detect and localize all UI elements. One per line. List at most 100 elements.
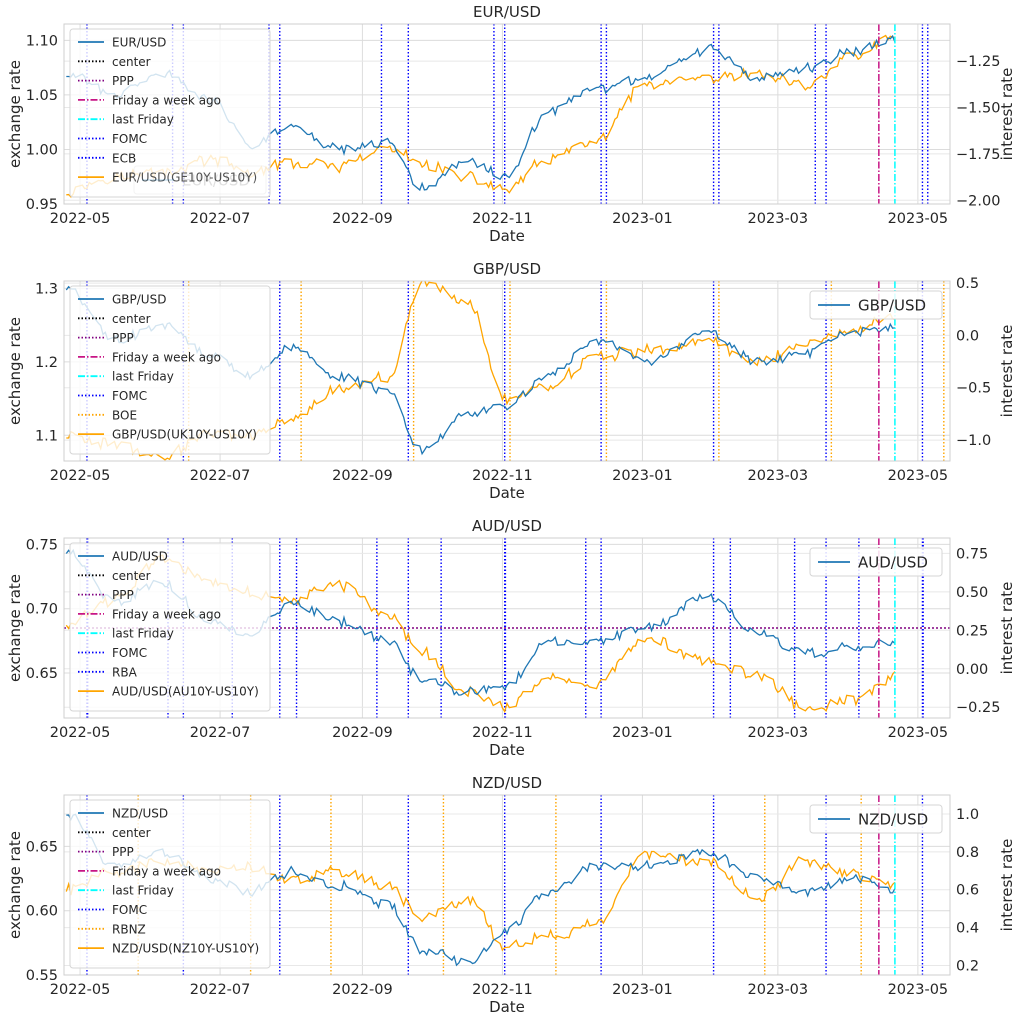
x-tick-label: 2022-05 [50, 982, 111, 998]
x-tick-label: 2022-09 [332, 725, 393, 741]
x-tick-label: 2022-07 [190, 982, 251, 998]
axes-frame [63, 280, 951, 462]
legend-secondary: EUR/USD [133, 165, 267, 195]
panel-title: EUR/USD [473, 3, 541, 21]
legend: NZD/USD center PPP Friday a week ago last Fr… [69, 799, 271, 969]
x-tick-label: 2023-03 [748, 725, 809, 741]
y2-tick-label: 0.5 [956, 276, 979, 292]
x-axis-label: Date [489, 227, 525, 245]
y2-tick-label: 0.4 [956, 921, 979, 937]
legend: EUR/USD center PPP Friday a week ago last Fr… [69, 28, 271, 198]
x-tick-label: 2023-05 [888, 468, 949, 484]
legend-secondary: GBP/USD [809, 290, 943, 320]
x-tick-label: 2022-09 [332, 468, 393, 484]
x-tick-label: 2023-03 [748, 468, 809, 484]
x-tick-label: 2023-01 [612, 211, 673, 227]
x-tick-label: 2023-05 [888, 982, 949, 998]
y2-tick-label: −1.0 [956, 433, 991, 449]
y2-axis-label: interest rate [998, 582, 1016, 675]
legend-entry: PPP [112, 74, 134, 88]
legend-box [69, 542, 271, 712]
y-tick-label: 1.10 [26, 33, 58, 49]
legend-entry: Friday a week ago [112, 607, 221, 621]
legend-entry: last Friday [112, 113, 174, 127]
y-tick-label: 1.00 [26, 142, 58, 158]
legend-entry: PPP [112, 588, 134, 602]
y2-axis-label: interest rate [998, 325, 1016, 418]
y-axis-label: exchange rate [6, 831, 24, 939]
legend-secondary-box [133, 165, 267, 195]
y-tick-label: 0.95 [26, 197, 58, 213]
x-tick-label: 2022-11 [472, 725, 533, 741]
y-tick-label: 0.65 [26, 666, 58, 682]
legend-entry: FOMC [112, 132, 147, 146]
legend-entry: EUR/USD [112, 36, 166, 50]
y-tick-label: 1.05 [26, 88, 58, 104]
x-tick-label: 2022-11 [472, 982, 533, 998]
y2-tick-label: 0.75 [956, 546, 988, 562]
y2-tick-label: 0.00 [956, 662, 988, 678]
legend-entry: center [112, 312, 151, 326]
x-axis-label: Date [489, 741, 525, 759]
y-axis-label: exchange rate [6, 60, 24, 168]
x-tick-label: 2022-07 [190, 211, 251, 227]
legend-secondary-box [809, 290, 943, 320]
panel-eur-usd: EUR/USD 2022-05 2022-07 2022-09 2022-11 2023-… [6, 3, 1016, 245]
x-tick-label: 2022-07 [190, 725, 251, 741]
x-tick-label: 2022-09 [332, 211, 393, 227]
legend-entry: FOMC [112, 389, 147, 403]
legend-entry: RBNZ [112, 922, 146, 936]
legend-entry: center [112, 55, 151, 69]
legend-entry: last Friday [112, 370, 174, 384]
legend-secondary: NZD/USD [809, 804, 943, 834]
y2-tick-label: −1.25 [956, 54, 1000, 70]
legend-secondary-box [809, 804, 943, 834]
y-tick-label: 0.70 [26, 602, 58, 618]
y2-tick-label: −0.5 [956, 381, 991, 397]
legend-entry: center [112, 569, 151, 583]
legend-secondary-label: GBP/USD [858, 297, 926, 315]
axes-frame [63, 537, 951, 719]
x-tick-label: 2022-09 [332, 982, 393, 998]
y2-axis-label: interest rate [998, 68, 1016, 161]
legend-entry: EUR/USD(GE10Y-US10Y) [112, 171, 257, 185]
y2-axis-label: interest rate [998, 839, 1016, 932]
legend-secondary-label: NZD/USD [858, 811, 928, 829]
legend-entry: GBP/USD(UK10Y-US10Y) [112, 428, 257, 442]
y-tick-label: 1.2 [35, 355, 58, 371]
x-tick-label: 2023-05 [888, 211, 949, 227]
y2-tick-label: 0.6 [956, 883, 979, 899]
legend-entry: AUD/USD [112, 550, 168, 564]
x-axis-label: Date [489, 998, 525, 1016]
legend-entry: center [112, 826, 151, 840]
legend-secondary: AUD/USD [809, 547, 943, 577]
legend-entry: Friday a week ago [112, 93, 221, 107]
legend-entry: Friday a week ago [112, 350, 221, 364]
y2-tick-label: −1.75 [956, 147, 1000, 163]
y-tick-label: 0.60 [26, 904, 58, 920]
legend-entry: GBP/USD [112, 293, 166, 307]
legend-entry: BOE [112, 408, 137, 422]
x-tick-label: 2023-01 [612, 468, 673, 484]
y-tick-label: 0.65 [26, 839, 58, 855]
y-axis-label: exchange rate [6, 317, 24, 425]
legend: GBP/USD center PPP Friday a week ago last Fr… [69, 285, 271, 455]
panel-title: GBP/USD [473, 260, 541, 278]
legend-entry: PPP [112, 331, 134, 345]
y-axis-label: exchange rate [6, 574, 24, 682]
x-tick-label: 2023-03 [748, 211, 809, 227]
y-tick-label: 0.55 [26, 968, 58, 984]
axes-frame [63, 23, 951, 205]
legend-entry: FOMC [112, 646, 147, 660]
x-tick-label: 2022-07 [190, 468, 251, 484]
legend-entry: Friday a week ago [112, 864, 221, 878]
y-tick-label: 1.1 [35, 428, 58, 444]
x-tick-label: 2023-05 [888, 725, 949, 741]
x-tick-label: 2023-01 [612, 982, 673, 998]
panel-title: AUD/USD [472, 517, 542, 535]
legend-secondary-label: AUD/USD [858, 554, 928, 572]
legend-entry: ECB [112, 151, 136, 165]
y2-tick-label: 0.50 [956, 585, 988, 601]
legend-entry: NZD/USD(NZ10Y-US10Y) [112, 942, 259, 956]
panel-aud-usd: AUD/USD 2022-05 2022-07 2022-09 2022-11 2023-… [6, 517, 1016, 759]
